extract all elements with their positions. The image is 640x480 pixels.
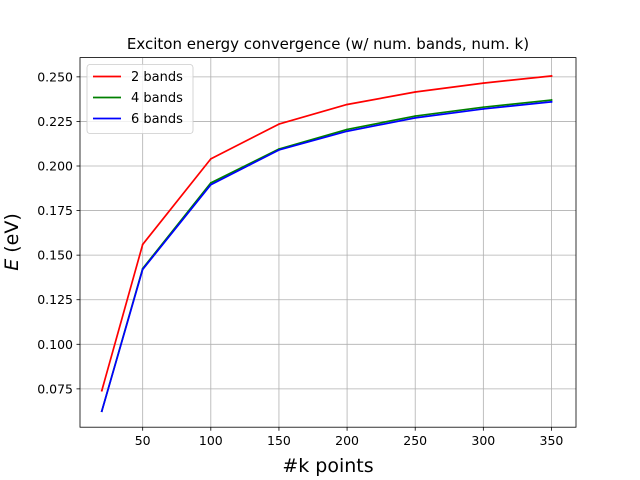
x-axis-label: #k points [282, 455, 373, 477]
data-point [346, 103, 348, 106]
data-point [414, 91, 417, 93]
data-point [141, 268, 144, 271]
data-point [414, 115, 417, 117]
x-tick-label: 100 [199, 433, 223, 448]
data-point [100, 389, 103, 392]
x-tick-label: 150 [267, 433, 291, 448]
legend-label: 4 bands [131, 91, 183, 106]
x-tick-label: 300 [471, 433, 495, 448]
data-point [100, 410, 103, 413]
data-point [482, 108, 485, 110]
chart-title: Exciton energy convergence (w/ num. band… [127, 35, 529, 53]
data-point [482, 82, 485, 84]
legend-box [86, 64, 194, 134]
y-tick-label: 0.225 [37, 114, 73, 129]
x-tick-label: 50 [135, 433, 151, 448]
data-point [550, 99, 553, 101]
series-line-3 [100, 100, 553, 413]
legend-label: 6 bands [131, 112, 183, 127]
y-axis-label-symbol: E [1, 259, 23, 271]
data-point [346, 128, 348, 131]
data-point [346, 130, 348, 133]
y-tick-label: 0.075 [37, 381, 73, 396]
x-tick-label: 200 [335, 433, 359, 448]
data-point [209, 182, 212, 184]
axis-ticks: 50 100 150 200 250 300 350 0.075 0.100 0.125 0.150… [37, 69, 563, 448]
data-point [141, 243, 144, 246]
data-point [414, 116, 417, 119]
data-point [278, 123, 280, 126]
y-tick-label: 0.100 [37, 337, 73, 352]
plot-series [100, 75, 553, 413]
y-tick-label: 0.250 [37, 69, 73, 84]
y-tick-label: 0.200 [37, 159, 73, 174]
data-point [482, 106, 485, 109]
legend: 2 bands 4 bands 6 bands [86, 64, 194, 134]
y-tick-label: 0.150 [37, 248, 73, 263]
y-axis-label-unit: (eV) [1, 213, 23, 259]
x-tick-label: 250 [403, 433, 427, 448]
data-point [209, 183, 212, 186]
grid-lines [80, 57, 576, 428]
data-point [550, 100, 553, 103]
data-point [550, 75, 553, 77]
data-point [209, 157, 212, 160]
y-tick-label: 0.125 [37, 292, 73, 307]
y-tick-label: 0.175 [37, 203, 73, 218]
x-tick-label: 350 [540, 433, 564, 448]
data-point [278, 149, 280, 151]
series-line-1 [100, 75, 553, 392]
plot-area-frame [79, 57, 577, 428]
y-axis-label: E (eV) [1, 213, 23, 271]
legend-label: 2 bands [131, 70, 183, 85]
